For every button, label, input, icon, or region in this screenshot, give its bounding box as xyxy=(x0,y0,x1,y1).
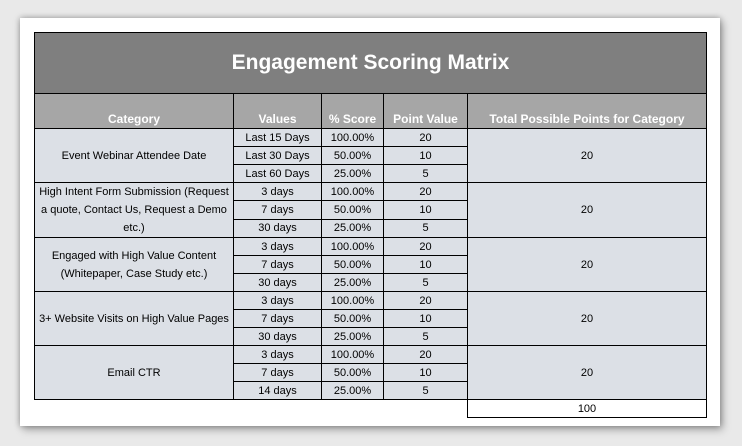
table-row: High Intent Form Submission (Request a q… xyxy=(34,181,707,238)
score-cell: 100.00% xyxy=(321,345,384,364)
table-body: Event Webinar Attendee Date Last 15 Days 1… xyxy=(34,128,707,418)
points-cell: 5 xyxy=(383,381,468,400)
points-cell: 5 xyxy=(383,218,468,239)
header-category: Category xyxy=(34,93,234,129)
score-cell: 50.00% xyxy=(321,200,384,220)
score-cell: 100.00% xyxy=(321,181,384,202)
table-row: 3+ Website Visits on High Value Pages 3 d… xyxy=(34,291,707,346)
category-total-cell: 20 xyxy=(467,237,707,292)
points-cell: 20 xyxy=(383,181,468,202)
points-cell: 10 xyxy=(383,309,468,328)
value-cell: Last 60 Days xyxy=(233,164,322,183)
points-cell: 5 xyxy=(383,164,468,183)
table-title: Engagement Scoring Matrix xyxy=(34,32,707,94)
score-cell: 25.00% xyxy=(321,218,384,239)
points-cell: 10 xyxy=(383,146,468,165)
empty-cell xyxy=(34,399,468,418)
table-row: Event Webinar Attendee Date Last 15 Days 1… xyxy=(34,128,707,183)
category-total-cell: 20 xyxy=(467,128,707,183)
value-cell: 7 days xyxy=(233,363,322,382)
category-total-cell: 20 xyxy=(467,345,707,400)
value-cell: 30 days xyxy=(233,327,322,346)
table-row: 7 days 50.00% 10 xyxy=(35,200,707,220)
points-cell: 10 xyxy=(383,255,468,274)
score-cell: 25.00% xyxy=(321,381,384,400)
value-cell: 7 days xyxy=(233,255,322,274)
points-cell: 5 xyxy=(383,327,468,346)
figure-frame: Engagement Scoring Matrix Category Value… xyxy=(20,18,720,426)
value-cell: 3 days xyxy=(233,345,322,364)
score-cell: 100.00% xyxy=(321,237,384,256)
scoring-matrix-table: Engagement Scoring Matrix Category Value… xyxy=(34,32,707,418)
value-cell: Last 30 Days xyxy=(233,146,322,165)
table-row: Engaged with High Value Content (Whitepa… xyxy=(34,237,707,292)
score-cell: 50.00% xyxy=(321,255,384,274)
score-cell: 50.00% xyxy=(321,309,384,328)
table-row: Last 60 Days 25.00% 5 xyxy=(35,164,707,183)
table-row: 7 days 50.00% 10 xyxy=(35,363,707,382)
category-total-cell: 20 xyxy=(467,182,707,238)
value-cell: 30 days xyxy=(233,218,322,239)
score-cell: 25.00% xyxy=(321,164,384,183)
table-wrapper: Engagement Scoring Matrix Category Value… xyxy=(34,32,707,418)
category-total-cell: 20 xyxy=(467,291,707,346)
grand-total-row: 100 xyxy=(34,399,707,418)
category-cell: Email CTR xyxy=(34,345,234,400)
value-cell: Last 15 Days xyxy=(233,128,322,147)
points-cell: 20 xyxy=(383,128,468,147)
table-row: Email CTR 3 days 100.00% 20 20 xyxy=(34,345,707,400)
table-row: 30 days 25.00% 5 xyxy=(35,218,707,239)
table-row: Last 30 Days 50.00% 10 xyxy=(35,146,707,165)
points-cell: 5 xyxy=(383,273,468,292)
grand-total-cell: 100 xyxy=(467,399,707,418)
value-cell: 30 days xyxy=(233,273,322,292)
value-cell: 3 days xyxy=(233,291,322,310)
score-cell: 50.00% xyxy=(321,363,384,382)
value-cell: 7 days xyxy=(233,200,322,220)
category-cell: 3+ Website Visits on High Value Pages xyxy=(34,291,234,346)
header-point-value: Point Value xyxy=(383,93,468,129)
category-cell: Engaged with High Value Content (Whitepa… xyxy=(34,237,234,292)
header-values: Values xyxy=(233,93,322,129)
table-row: 7 days 50.00% 10 xyxy=(35,309,707,328)
points-cell: 20 xyxy=(383,237,468,256)
table-row: 7 days 50.00% 10 xyxy=(35,255,707,274)
category-cell: High Intent Form Submission (Request a q… xyxy=(34,182,234,238)
value-cell: 14 days xyxy=(233,381,322,400)
points-cell: 10 xyxy=(383,200,468,220)
header-total: Total Possible Points for Category xyxy=(467,93,707,129)
header-score: % Score xyxy=(321,93,384,129)
points-cell: 20 xyxy=(383,345,468,364)
value-cell: 3 days xyxy=(233,237,322,256)
table-row: 14 days 25.00% 5 xyxy=(35,381,707,400)
value-cell: 7 days xyxy=(233,309,322,328)
score-cell: 50.00% xyxy=(321,146,384,165)
score-cell: 100.00% xyxy=(321,291,384,310)
score-cell: 100.00% xyxy=(321,128,384,147)
points-cell: 20 xyxy=(383,291,468,310)
score-cell: 25.00% xyxy=(321,273,384,292)
value-cell: 3 days xyxy=(233,181,322,202)
score-cell: 25.00% xyxy=(321,327,384,346)
points-cell: 10 xyxy=(383,363,468,382)
category-cell: Event Webinar Attendee Date xyxy=(34,128,234,183)
